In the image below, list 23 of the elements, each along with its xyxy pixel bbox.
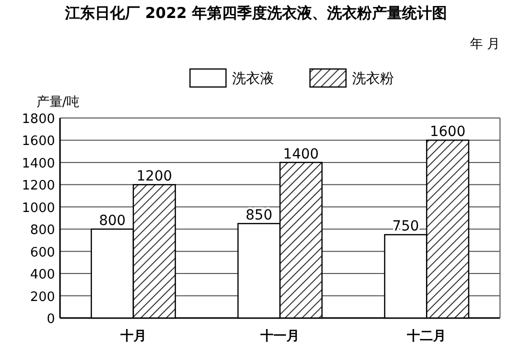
data-label: 850	[246, 208, 272, 224]
data-label: 1400	[283, 146, 319, 162]
y-axis-title: 产量/吨	[36, 95, 80, 110]
y-tick-label: 1000	[22, 200, 55, 216]
y-tick-label: 600	[30, 245, 55, 260]
data-label: 800	[98, 213, 126, 230]
y-tick-label: 400	[30, 268, 55, 283]
chart-subtitle: 年 月	[470, 37, 500, 52]
data-label: 1200	[136, 168, 172, 185]
data-label: 1600	[430, 124, 466, 140]
y-tick-label: 0	[46, 312, 55, 327]
x-tick-label: 十一月	[260, 329, 300, 344]
x-tick-label: 十二月	[406, 329, 446, 344]
y-tick-label: 1800	[22, 112, 55, 127]
y-tick-label: 1200	[22, 178, 55, 194]
x-tick-label: 十月	[119, 329, 146, 344]
legend-label: 洗衣粉	[352, 71, 394, 87]
y-tick-label: 1600	[22, 134, 55, 150]
y-tick-label: 800	[30, 223, 55, 238]
legend-label: 洗衣液	[232, 71, 274, 87]
y-tick-label: 1400	[22, 156, 55, 172]
chart-title: 江东日化厂 2022 年第四季度洗衣液、洗衣粉产量统计图	[64, 4, 448, 22]
y-tick-label: 200	[30, 290, 55, 305]
